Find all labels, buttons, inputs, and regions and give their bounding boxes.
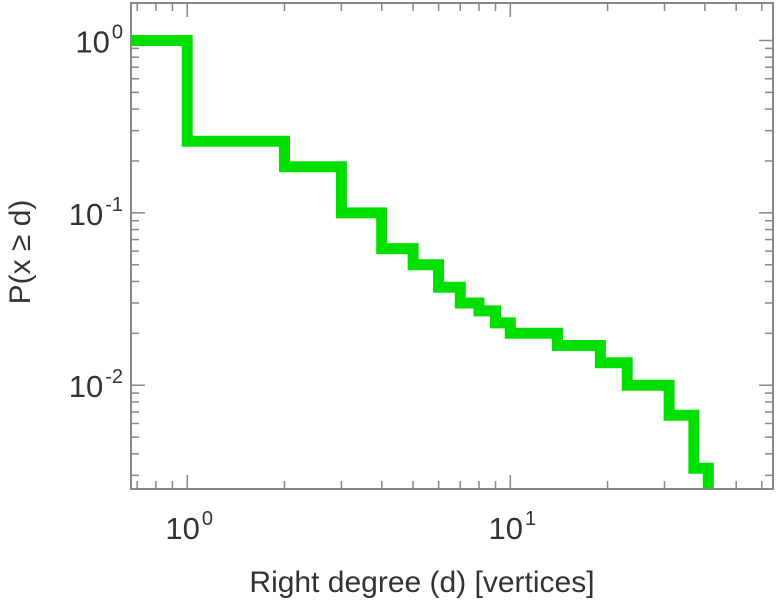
plot-frame [130, 2, 774, 490]
tick-marks [131, 3, 773, 489]
x-tick-label: 10 0 [165, 508, 213, 546]
x-axis-label: Right degree (d) [vertices] [249, 566, 594, 599]
y-axis-label: P(x ≥ d) [4, 200, 37, 305]
y-tick-label: 10 -2 [69, 366, 123, 404]
y-tick-label: 10 0 [75, 21, 123, 59]
y-tick-label: 10 -1 [69, 194, 123, 232]
x-tick-label: 10 1 [489, 508, 537, 546]
series-line [131, 35, 714, 489]
